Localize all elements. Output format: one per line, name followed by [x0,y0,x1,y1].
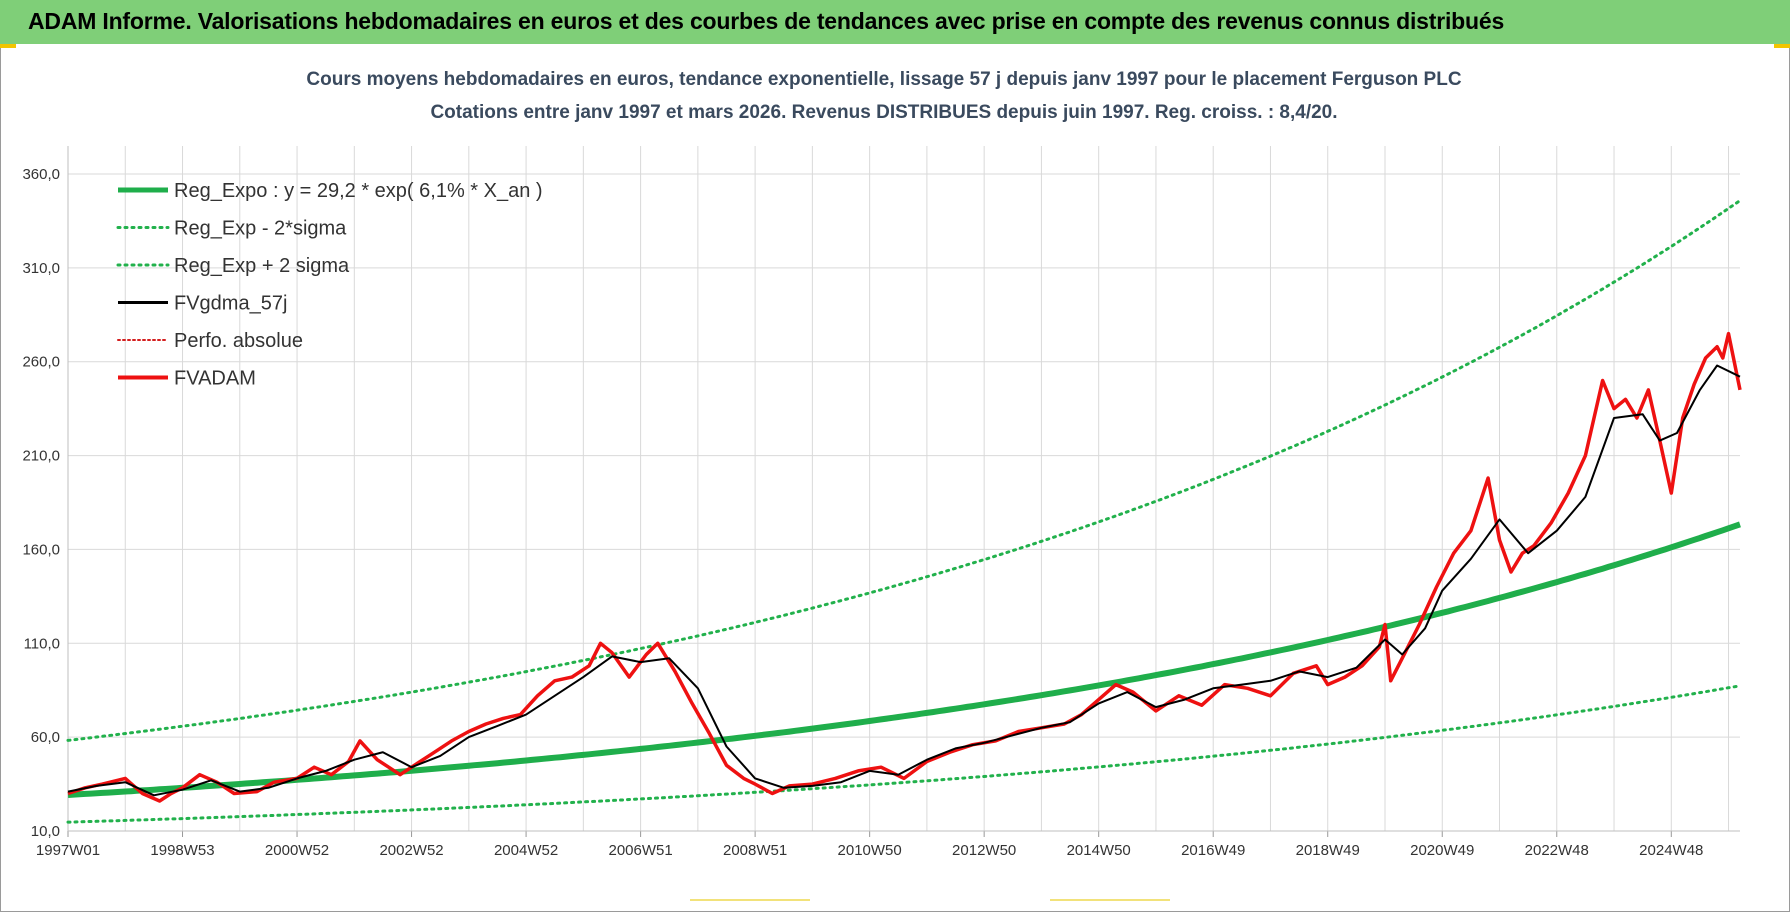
x-tick-label: 2000W52 [265,842,329,859]
x-tick-label: 2024W48 [1639,842,1703,859]
report-banner: ADAM Informe. Valorisations hebdomadaire… [0,0,1790,44]
y-tick-label: 10,0 [31,823,60,840]
reg-exp-plus-2sigma-line [66,199,1742,742]
x-tick-label: 1997W01 [36,842,100,859]
reg-exp-minus-2sigma-line [66,684,1742,824]
x-tick-label: 2020W49 [1410,842,1474,859]
y-tick-label: 210,0 [22,448,60,465]
corner-marker-right [1774,44,1790,48]
legend-label-perfo: Perfo. absolue [174,330,303,352]
x-tick-label: 2012W50 [952,842,1016,859]
x-tick-label: 2014W50 [1067,842,1131,859]
corner-marker-left [0,44,16,48]
x-tick-label: 2004W52 [494,842,558,859]
reg-expo-line [67,521,1741,798]
x-tick-label: 2016W49 [1181,842,1245,859]
legend-label-fvgdma: FVgdma_57j [174,293,287,315]
fvgdma-57j-line [67,364,1741,797]
x-tick-label: 2006W51 [608,842,672,859]
axis-layer: 10,0 60,0 110,0 160,0 210,0 260,0 310,0 360,0 19… [22,146,1740,859]
y-tick-label: 360,0 [22,166,60,183]
x-tick-label: 2022W48 [1525,842,1589,859]
legend-label-reg_plus: Reg_Exp + 2 sigma [174,255,350,277]
chart-subtitle: Cotations entre janv 1997 et mars 2026. … [430,102,1337,123]
y-tick-label: 310,0 [22,260,60,277]
fvadam-line [67,331,1742,803]
x-tick-label: 2002W52 [379,842,443,859]
chart-svg: Cours moyens hebdomadaires en euros, ten… [22,69,1742,859]
x-tick-label: 2010W50 [838,842,902,859]
series-layer [66,199,1742,824]
chart-title: Cours moyens hebdomadaires en euros, ten… [306,69,1461,90]
legend: Reg_Expo : y = 29,2 * exp( 6,1% * X_an )… [116,180,543,390]
x-tick-label: 2008W51 [723,842,787,859]
x-tick-label: 2018W49 [1296,842,1360,859]
y-tick-label: 60,0 [31,729,60,746]
legend-label-reg_minus: Reg_Exp - 2*sigma [174,218,347,240]
footer-marker [690,899,810,901]
y-tick-label: 110,0 [24,635,60,652]
banner-title: ADAM Informe. Valorisations hebdomadaire… [28,8,1505,34]
legend-label-fvadam: FVADAM [174,368,256,390]
y-tick-label: 160,0 [22,541,60,558]
y-tick-label: 260,0 [22,354,60,371]
x-tick-label: 1998W53 [150,842,214,859]
legend-label-reg_expo: Reg_Expo : y = 29,2 * exp( 6,1% * X_an ) [174,180,543,202]
footer-marker [1050,899,1170,901]
